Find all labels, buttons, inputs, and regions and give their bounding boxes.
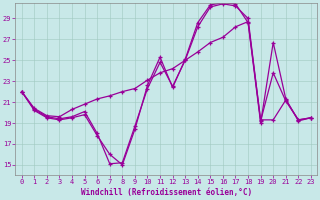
X-axis label: Windchill (Refroidissement éolien,°C): Windchill (Refroidissement éolien,°C): [81, 188, 252, 197]
